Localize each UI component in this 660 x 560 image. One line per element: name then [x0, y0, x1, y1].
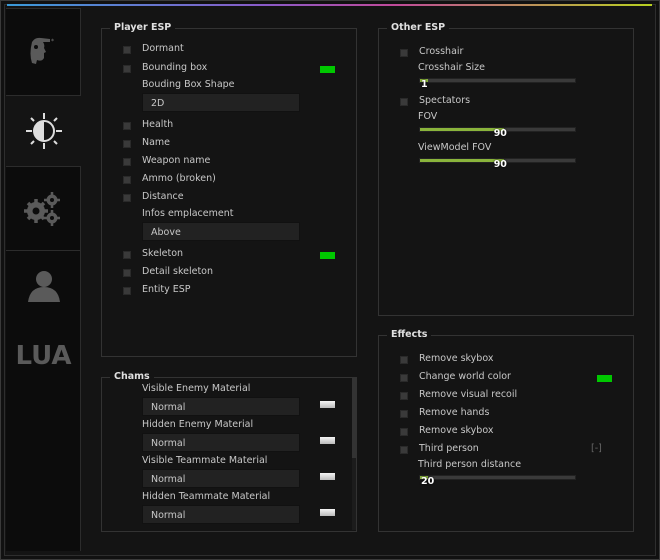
tab-misc[interactable] — [6, 166, 81, 251]
scrollbar-thumb[interactable] — [352, 378, 356, 458]
change-world-color-label: Change world color — [419, 371, 511, 382]
remove-skybox-label: Remove skybox — [419, 353, 494, 364]
distance-checkbox[interactable] — [123, 194, 131, 202]
bounding-box-shape-label: Bouding Box Shape — [142, 79, 235, 90]
group-title: Effects — [387, 329, 432, 340]
viewmodel-fov-label: ViewModel FOV — [418, 142, 492, 153]
bounding-box-checkbox[interactable] — [123, 65, 131, 73]
group-title: Other ESP — [387, 22, 450, 33]
entity-esp-label: Entity ESP — [142, 284, 191, 295]
tab-players[interactable] — [6, 251, 81, 321]
chams-material-label: Hidden Teammate Material — [142, 491, 271, 502]
name-label: Name — [142, 137, 171, 148]
group-title: Player ESP — [110, 22, 176, 33]
bounding-box-label: Bounding box — [142, 62, 208, 73]
chams-scrollbar[interactable] — [352, 378, 356, 530]
weapon-name-checkbox[interactable] — [123, 158, 131, 166]
third-person-distance-slider[interactable]: 20 — [419, 475, 576, 487]
bounding-box-shape-dropdown[interactable]: 2D — [142, 93, 300, 112]
remove-hands-label: Remove hands — [419, 407, 490, 418]
crosshair-label: Crosshair — [419, 46, 464, 57]
dormant-label: Dormant — [142, 43, 184, 54]
third-person-checkbox[interactable] — [400, 446, 408, 454]
slider-value: 90 — [493, 128, 507, 139]
viewmodel-fov-slider[interactable]: 90 — [419, 158, 576, 170]
remove-visual-recoil-label: Remove visual recoil — [419, 389, 518, 400]
third-person-distance-label: Third person distance — [418, 459, 522, 470]
slider-fill — [420, 79, 428, 82]
fov-label: FOV — [418, 111, 438, 122]
spectators-label: Spectators — [419, 95, 471, 106]
chams-material-dropdown[interactable]: Normal — [142, 469, 300, 488]
health-label: Health — [142, 119, 174, 130]
entity-esp-checkbox[interactable] — [123, 287, 131, 295]
remove-visual-recoil-checkbox[interactable] — [400, 392, 408, 400]
ammo-label: Ammo (broken) — [142, 173, 216, 184]
svg-text:*: * — [51, 38, 54, 45]
chams-material-dropdown[interactable]: Normal — [142, 433, 300, 452]
world-color-swatch[interactable] — [597, 375, 612, 382]
skeleton-color-swatch[interactable] — [320, 252, 335, 259]
bounding-box-color-swatch[interactable] — [320, 66, 335, 73]
group-title: Chams — [110, 371, 154, 382]
detail-skeleton-label: Detail skeleton — [142, 266, 214, 277]
infos-emplacement-label: Infos emplacement — [142, 208, 234, 219]
chams-material-dropdown[interactable]: Normal — [142, 397, 300, 416]
crosshair-size-slider[interactable]: 1 — [419, 78, 576, 90]
remove-skybox-2-checkbox[interactable] — [400, 428, 408, 436]
remove-hands-checkbox[interactable] — [400, 410, 408, 418]
chams-color-swatch[interactable] — [320, 401, 335, 408]
brightness-icon — [26, 113, 62, 149]
weapon-name-label: Weapon name — [142, 155, 211, 166]
fov-slider[interactable]: 90 — [419, 127, 576, 139]
window-body — [4, 4, 656, 556]
detail-skeleton-checkbox[interactable] — [123, 269, 131, 277]
tab-visuals[interactable] — [6, 96, 82, 166]
user-icon — [27, 271, 60, 302]
accent-gradient-bar — [7, 4, 652, 6]
remove-skybox-2-label: Remove skybox — [419, 425, 494, 436]
tab-lua[interactable]: LUA — [6, 326, 81, 386]
remove-skybox-checkbox[interactable] — [400, 356, 408, 364]
gears-icon — [24, 191, 60, 226]
chams-material-dropdown[interactable]: Normal — [142, 505, 300, 524]
slider-fill — [420, 476, 428, 479]
slider-value: 20 — [421, 476, 435, 487]
infos-emplacement-dropdown[interactable]: Above — [142, 222, 300, 241]
chams-group: Chams — [101, 371, 357, 532]
chams-color-swatch[interactable] — [320, 437, 335, 444]
chams-material-label: Hidden Enemy Material — [142, 419, 254, 430]
chams-color-swatch[interactable] — [320, 473, 335, 480]
chams-color-swatch[interactable] — [320, 509, 335, 516]
slider-fill — [420, 128, 504, 131]
change-world-color-checkbox[interactable] — [400, 374, 408, 382]
name-checkbox[interactable] — [123, 140, 131, 148]
dormant-checkbox[interactable] — [123, 46, 131, 54]
slider-fill — [420, 159, 504, 162]
player-esp-group: Player ESP — [101, 22, 357, 357]
chams-material-label: Visible Enemy Material — [142, 383, 251, 394]
lua-tab-label: LUA — [15, 341, 72, 371]
third-person-label: Third person — [419, 443, 479, 454]
other-esp-group: Other ESP — [378, 22, 634, 316]
sidebar: * — [6, 8, 82, 551]
slider-value: 90 — [493, 159, 507, 170]
skeleton-checkbox[interactable] — [123, 251, 131, 259]
slider-value: 1 — [421, 79, 428, 90]
ammo-checkbox[interactable] — [123, 176, 131, 184]
spectators-checkbox[interactable] — [400, 98, 408, 106]
tab-aimbot[interactable]: * — [6, 8, 81, 96]
distance-label: Distance — [142, 191, 184, 202]
skeleton-label: Skeleton — [142, 248, 184, 259]
health-checkbox[interactable] — [123, 122, 131, 130]
effects-group: Effects — [378, 329, 634, 532]
chams-material-label: Visible Teammate Material — [142, 455, 268, 466]
crosshair-size-label: Crosshair Size — [418, 62, 485, 73]
head-aim-icon: * — [30, 37, 54, 64]
third-person-keybind[interactable]: [-] — [591, 443, 602, 454]
crosshair-checkbox[interactable] — [400, 49, 408, 57]
